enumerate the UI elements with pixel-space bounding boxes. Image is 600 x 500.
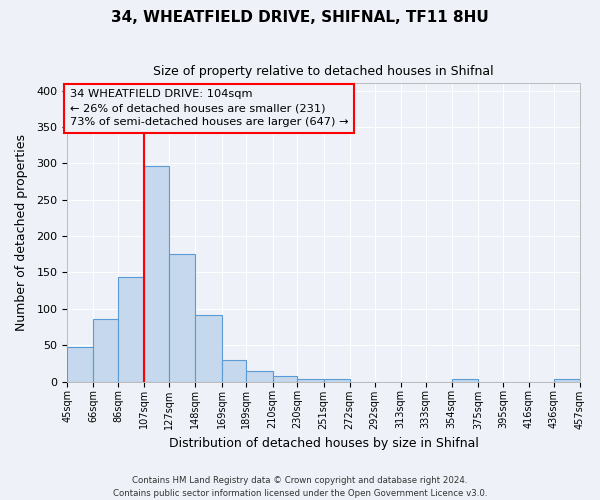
- Bar: [169, 254, 196, 382]
- Bar: [323, 378, 350, 382]
- Text: 34, WHEATFIELD DRIVE, SHIFNAL, TF11 8HU: 34, WHEATFIELD DRIVE, SHIFNAL, TF11 8HU: [111, 10, 489, 25]
- Bar: [118, 277, 145, 382]
- Bar: [67, 348, 94, 382]
- Bar: [94, 319, 118, 382]
- Bar: [452, 380, 478, 382]
- Bar: [554, 380, 580, 382]
- Y-axis label: Number of detached properties: Number of detached properties: [15, 134, 28, 331]
- Bar: [247, 372, 272, 382]
- Title: Size of property relative to detached houses in Shifnal: Size of property relative to detached ho…: [153, 65, 494, 78]
- Text: Contains HM Land Registry data © Crown copyright and database right 2024.
Contai: Contains HM Land Registry data © Crown c…: [113, 476, 487, 498]
- Bar: [272, 376, 298, 382]
- Bar: [298, 378, 323, 382]
- Bar: [145, 166, 169, 382]
- X-axis label: Distribution of detached houses by size in Shifnal: Distribution of detached houses by size …: [169, 437, 479, 450]
- Bar: [221, 360, 247, 382]
- Bar: [196, 316, 221, 382]
- Text: 34 WHEATFIELD DRIVE: 104sqm
← 26% of detached houses are smaller (231)
73% of se: 34 WHEATFIELD DRIVE: 104sqm ← 26% of det…: [70, 90, 348, 128]
